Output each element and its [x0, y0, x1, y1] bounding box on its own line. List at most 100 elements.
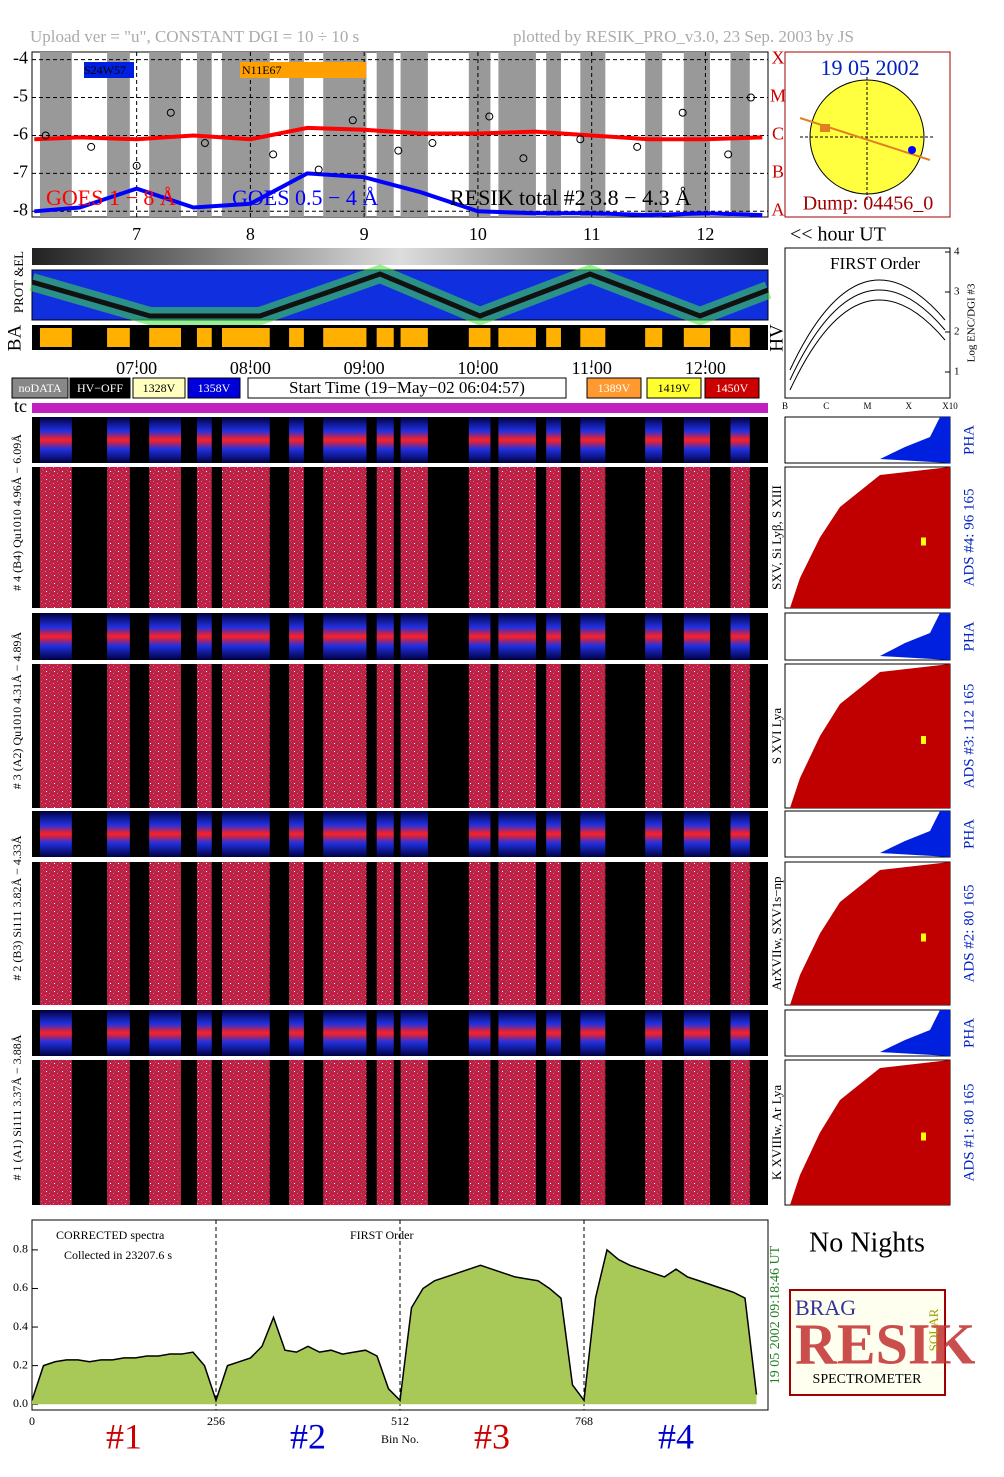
ads-label: ADS #2: 80 165 [961, 885, 977, 983]
resik-point [348, 116, 357, 125]
spec-column [289, 1060, 304, 1205]
annotation: CORRECTED spectra [56, 1228, 165, 1242]
legend-text: 1328V [143, 381, 176, 395]
time-tick-label: 12:00 [685, 358, 726, 378]
spec-column [730, 862, 750, 1005]
pha-column [730, 811, 750, 857]
spec-column [498, 467, 536, 608]
legend-entry: RESIK total #2 3.8 − 4.3 Å [450, 185, 691, 210]
resik-point [485, 112, 494, 121]
pha-column [289, 1010, 304, 1056]
spec-column [730, 664, 750, 808]
resik-point [41, 131, 50, 140]
spec-column [323, 1060, 367, 1205]
sun-region [908, 146, 916, 154]
pha-column [730, 1010, 750, 1056]
legend-entry: GOES 1 − 8 Å [46, 185, 176, 210]
spec-column [196, 1060, 212, 1205]
pha-column [39, 417, 72, 463]
spec-column [580, 1060, 606, 1205]
spec-marker [921, 1132, 926, 1141]
resik-point [132, 161, 141, 170]
x-tick-label: M [863, 401, 871, 411]
annotation: FIRST Order [350, 1228, 413, 1242]
pha-column [196, 417, 212, 463]
spec-column [39, 467, 72, 608]
pha-column [289, 613, 304, 660]
pha-column [323, 811, 367, 857]
pha-column [149, 417, 182, 463]
time-tick-label: 11:00 [572, 358, 612, 378]
pha-column [149, 1010, 182, 1056]
pha-column [683, 613, 710, 660]
spec-column [645, 467, 663, 608]
first-order-frame [784, 247, 951, 399]
pha-column [645, 1010, 663, 1056]
spec-column [683, 467, 710, 608]
pha-column [221, 417, 270, 463]
logo-solar: SOLAR [926, 1308, 941, 1351]
sun-date: 19 05 2002 [821, 55, 920, 80]
x-axis-label: Bin No. [381, 1432, 419, 1446]
spec-column [289, 467, 304, 608]
y2-tick-label: C [772, 124, 784, 144]
spec-column [376, 862, 394, 1005]
spec-column [645, 664, 663, 808]
pha-column [498, 811, 536, 857]
pha-column [580, 417, 606, 463]
line-label: SXV, Si Lyβ, S XIII [769, 485, 784, 590]
x-tick-label: 512 [391, 1414, 409, 1428]
pha-column [468, 417, 491, 463]
pha-column [400, 417, 428, 463]
spectrum-area [32, 1249, 757, 1405]
pha-column [400, 811, 428, 857]
pha-column [376, 613, 394, 660]
pha-column [289, 811, 304, 857]
spec-column [39, 664, 72, 808]
pha-column [546, 613, 561, 660]
ba-block [323, 328, 367, 347]
pha-label: PHA [961, 425, 977, 455]
y-tick-label: 0.6 [13, 1280, 28, 1294]
legend-text: 1358V [198, 381, 231, 395]
x-tick-label: 8 [246, 224, 255, 244]
pha-profile [880, 1010, 950, 1056]
channel-label: # 3 (A2) Qu1010 4.31Å − 4.89Å [10, 631, 24, 789]
pha-column [323, 613, 367, 660]
pha-column [376, 1010, 394, 1056]
legend-text: 1389V [598, 381, 631, 395]
y-tick-label: -6 [13, 124, 28, 144]
pha-column [580, 811, 606, 857]
spec-column [221, 862, 270, 1005]
resik-point [200, 139, 209, 148]
channel-number: #3 [474, 1416, 510, 1456]
y-tick-label: -4 [13, 48, 28, 68]
y-tick-label: 0.2 [13, 1357, 28, 1371]
spec-column [289, 664, 304, 808]
channel-label: # 1 (A1) Si111 3.37Å − 3.88Å [10, 1034, 24, 1180]
spec-column [196, 467, 212, 608]
ba-block [289, 328, 304, 347]
spec-profile [790, 467, 950, 608]
pha-column [149, 811, 182, 857]
spec-column [730, 1060, 750, 1205]
legend-text: 1419V [658, 381, 691, 395]
pha-column [498, 1010, 536, 1056]
y2-tick-label: A [772, 199, 785, 219]
spec-column [323, 467, 367, 608]
spec-column [683, 664, 710, 808]
legend-box [247, 377, 567, 399]
goes-line [34, 171, 763, 218]
x-tick-label: 10 [469, 224, 487, 244]
data-interval [730, 52, 750, 217]
logo-frame [789, 1289, 946, 1396]
y-tick-label: 4 [954, 246, 960, 258]
pha-column [149, 613, 182, 660]
x-tick-label: B [782, 401, 788, 411]
tc-label: tc [14, 396, 27, 416]
resik-point [576, 135, 585, 144]
ba-block [107, 328, 130, 347]
y-tick-label: 1 [954, 366, 960, 378]
pha-column [580, 1010, 606, 1056]
